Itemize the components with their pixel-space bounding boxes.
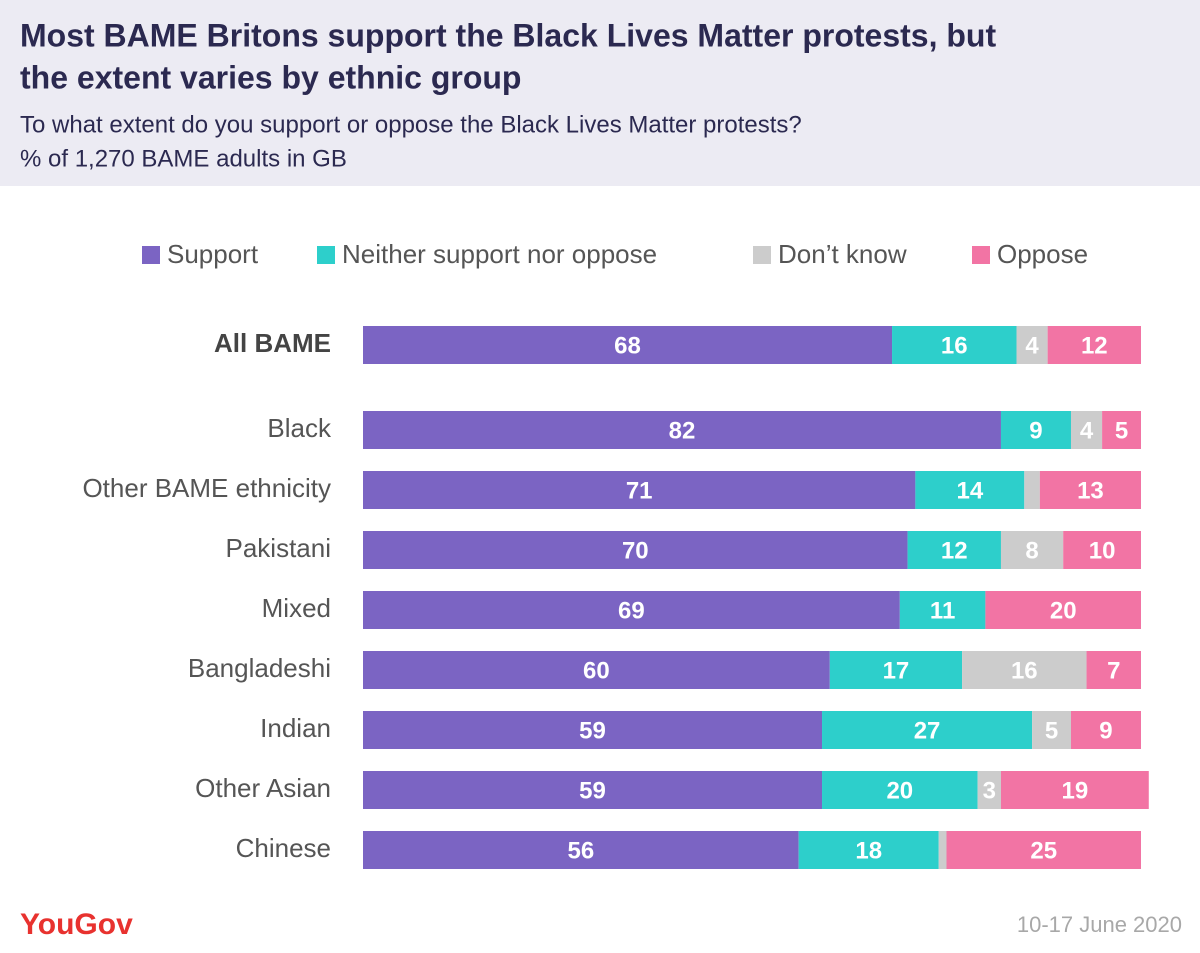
category-label: Chinese: [236, 833, 331, 863]
bar-segment: [1016, 326, 1048, 364]
bar-segment: [363, 771, 823, 809]
legend-swatch: [142, 246, 160, 264]
value-label: 60: [583, 657, 610, 684]
value-label: 16: [941, 332, 968, 359]
category-label: Pakistani: [226, 533, 332, 563]
legend-swatch: [972, 246, 990, 264]
category-label: Other Asian: [195, 773, 331, 803]
header-band: [0, 0, 1200, 186]
value-label: 19: [1062, 777, 1089, 804]
bar-segment: [915, 471, 1025, 509]
value-label: 8: [1025, 537, 1038, 564]
bar-segment: [363, 831, 799, 869]
value-label: 9: [1099, 717, 1112, 744]
bar-segment: [946, 831, 1141, 869]
value-label: 9: [1029, 417, 1042, 444]
value-label: 12: [1081, 332, 1108, 359]
value-label: 71: [626, 477, 653, 504]
bar-segment: [1047, 326, 1141, 364]
chart-title: the extent varies by ethnic group: [20, 59, 521, 95]
category-label: All BAME: [214, 328, 331, 358]
value-label: 69: [618, 597, 645, 624]
bar-segment: [363, 531, 908, 569]
bar-segment: [363, 471, 916, 509]
value-label: 5: [1045, 717, 1058, 744]
value-label: 68: [614, 332, 641, 359]
legend-label: Don’t know: [778, 239, 907, 269]
bar-segment: [1024, 471, 1040, 509]
bar-segment: [1000, 531, 1064, 569]
bar-segment: [798, 831, 939, 869]
bar-segment: [1070, 711, 1141, 749]
value-label: 11: [930, 597, 955, 624]
value-label: 59: [579, 717, 606, 744]
subtitle: To what extent do you support or oppose …: [20, 111, 802, 138]
bar-segment: [363, 711, 823, 749]
bar-segment: [1063, 531, 1141, 569]
category-label: Other BAME ethnicity: [82, 473, 331, 503]
date: 10-17 June 2020: [1017, 912, 1182, 937]
bar-segment: [363, 651, 830, 689]
value-label: 18: [855, 837, 882, 864]
category-label: Indian: [260, 713, 331, 743]
value-label: 27: [914, 717, 941, 744]
value-label: 13: [1077, 477, 1104, 504]
bar-segment: [1032, 711, 1071, 749]
legend-label: Support: [167, 239, 259, 269]
legend-label: Neither support nor oppose: [342, 239, 657, 269]
subtitle: % of 1,270 BAME adults in GB: [20, 145, 347, 172]
bar-segment: [938, 831, 947, 869]
value-label: 82: [669, 417, 696, 444]
value-label: 12: [941, 537, 968, 564]
value-label: 70: [622, 537, 649, 564]
value-label: 14: [956, 477, 983, 504]
value-label: 7: [1107, 657, 1120, 684]
legend-swatch: [317, 246, 335, 264]
bar-segment: [363, 411, 1001, 449]
bar-segment: [1102, 411, 1141, 449]
bar-segment: [1000, 411, 1071, 449]
logo: YouGov: [20, 908, 133, 941]
bar-segment: [1039, 471, 1141, 509]
value-label: 20: [886, 777, 913, 804]
value-label: 10: [1089, 537, 1116, 564]
value-label: 3: [983, 777, 996, 804]
bar-segment: [822, 711, 1033, 749]
value-label: 16: [1011, 657, 1038, 684]
bar-segment: [363, 326, 893, 364]
value-label: 4: [1025, 332, 1039, 359]
bar-segment: [985, 591, 1141, 629]
category-label: Black: [267, 413, 332, 443]
bar-segment: [977, 771, 1001, 809]
value-label: 20: [1050, 597, 1077, 624]
category-label: Bangladeshi: [188, 653, 331, 683]
value-label: 59: [579, 777, 606, 804]
bar-segment: [892, 326, 1017, 364]
value-label: 17: [883, 657, 910, 684]
bar-segment: [363, 591, 900, 629]
category-label: Mixed: [262, 593, 331, 623]
bar-segment: [1070, 411, 1103, 449]
bar-segment: [829, 651, 963, 689]
bar-segment: [1000, 771, 1149, 809]
value-label: 25: [1030, 837, 1057, 864]
bar-segment: [822, 771, 978, 809]
legend-label: Oppose: [997, 239, 1088, 269]
value-label: 56: [567, 837, 594, 864]
value-label: 5: [1115, 417, 1128, 444]
bar-segment: [962, 651, 1087, 689]
value-label: 4: [1080, 417, 1094, 444]
bar-segment: [907, 531, 1001, 569]
bar-segment: [899, 591, 986, 629]
legend-swatch: [753, 246, 771, 264]
bar-segment: [1086, 651, 1141, 689]
chart-title: Most BAME Britons support the Black Live…: [20, 17, 996, 53]
